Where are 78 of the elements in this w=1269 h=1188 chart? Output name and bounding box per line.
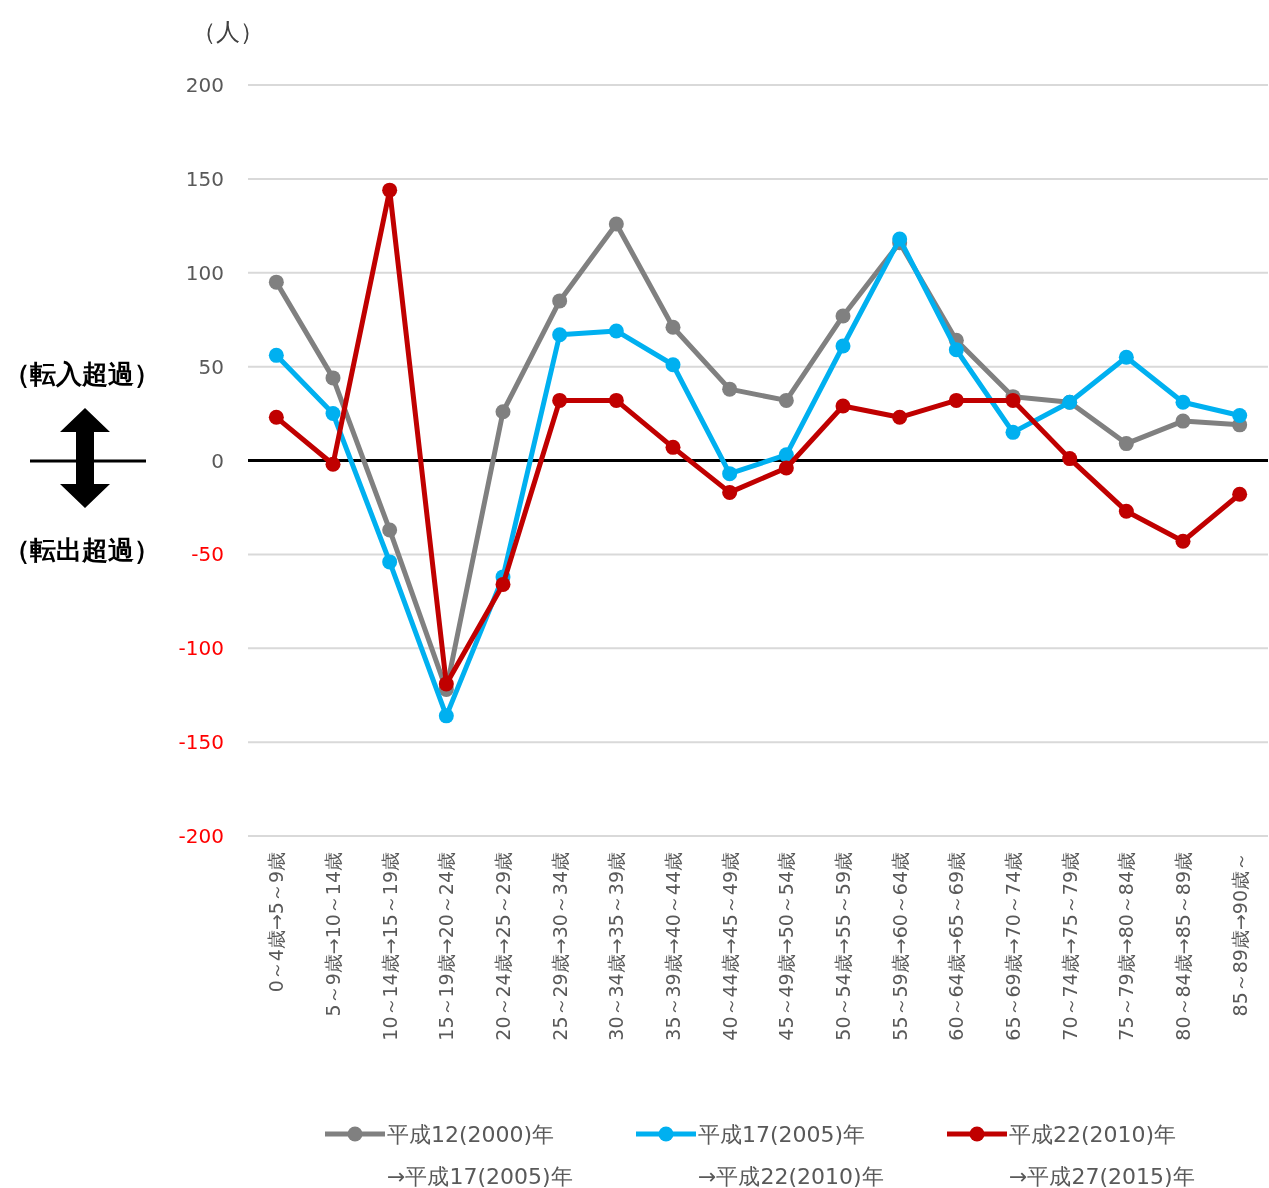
x-tick-label: 50～54歳→55～59歳 [832, 852, 854, 1041]
point [268, 347, 284, 363]
point [948, 392, 964, 408]
point [382, 554, 398, 570]
point [552, 293, 568, 309]
point [722, 381, 738, 397]
point [665, 439, 681, 455]
x-tick-label: 15～19歳→20～24歳 [435, 852, 458, 1041]
x-tick-label: 25～29歳→30～34歳 [548, 852, 571, 1041]
y-tick-label: 100 [185, 260, 224, 285]
point [835, 308, 851, 324]
point [778, 460, 794, 476]
point [722, 484, 738, 500]
point [608, 392, 624, 408]
y-tick-label: 50 [198, 354, 224, 379]
text: （転出超過） [4, 535, 160, 565]
point [1062, 451, 1078, 467]
point [1118, 436, 1134, 452]
point [948, 342, 964, 358]
point [1175, 413, 1191, 429]
y-tick-label: -200 [178, 824, 224, 848]
x-tick-label: 65～69歳→70～74歳 [1002, 852, 1024, 1041]
point [438, 708, 454, 724]
x-tick-label: 55～59歳→60～64歳 [888, 852, 911, 1041]
x-tick-label: 85～89歳→90歳～ [1228, 852, 1251, 1017]
point [552, 327, 568, 343]
point [325, 406, 341, 422]
x-tick-label: 70～74歳→75～79歳 [1058, 852, 1081, 1041]
point [835, 398, 851, 414]
legend-label: 平成12(2000)年 →平成17(2005)年 [387, 1122, 573, 1188]
x-tick-label: 60～64歳→65～69歳 [945, 852, 968, 1041]
point [892, 231, 908, 247]
point [608, 323, 624, 339]
x-tick-label: 20～24歳→25～29歳 [492, 852, 514, 1041]
y-axis-title: （人） [192, 18, 264, 46]
point [892, 409, 908, 425]
point [665, 319, 681, 335]
x-tick-label: 10～14歳→15～19歳 [378, 852, 401, 1041]
legend-label: 平成22(2010)年 →平成27(2015)年 [1009, 1122, 1195, 1188]
x-tick-label: 30～34歳→35～39歳 [605, 852, 628, 1041]
x-tick-label: 0～4歳→5～9歳 [265, 852, 288, 993]
x-tick-label: 5～9歳→10～14歳 [322, 852, 344, 1017]
point [1232, 407, 1248, 423]
point [1118, 503, 1134, 519]
point [382, 182, 398, 198]
point [1118, 349, 1134, 365]
x-tick-label: 45～49歳→50～54歳 [775, 852, 798, 1041]
point [1175, 394, 1191, 410]
point [1175, 533, 1191, 549]
text: （転入超過） [4, 359, 160, 389]
point [268, 409, 284, 425]
point [1232, 486, 1248, 502]
y-tick-label: -50 [191, 542, 224, 567]
y-tick-label: 0 [211, 448, 224, 473]
legend-label: 平成17(2005)年 →平成22(2010)年 [698, 1122, 884, 1188]
point [438, 676, 454, 692]
x-tick-label: 40～44歳→45～49歳 [718, 852, 741, 1041]
point [722, 466, 738, 482]
point [495, 404, 511, 420]
point [1005, 424, 1021, 440]
point [552, 392, 568, 408]
point [495, 576, 511, 592]
point [778, 392, 794, 408]
x-tick-label: 35～39歳→40～44歳 [662, 852, 684, 1041]
point [382, 522, 398, 538]
point [268, 274, 284, 290]
point [778, 447, 794, 463]
y-tick-label: -150 [178, 730, 224, 755]
point [665, 357, 681, 373]
y-tick-label: 200 [185, 73, 224, 97]
y-tick-label: 150 [185, 166, 224, 191]
point [608, 216, 624, 232]
point [835, 338, 851, 354]
point [325, 456, 341, 472]
x-tick-label: 75～79歳→80～84歳 [1115, 852, 1138, 1041]
point [325, 370, 341, 386]
y-tick-label: -100 [178, 636, 224, 661]
x-tick-label: 80～84歳→85～89歳 [1172, 852, 1194, 1041]
